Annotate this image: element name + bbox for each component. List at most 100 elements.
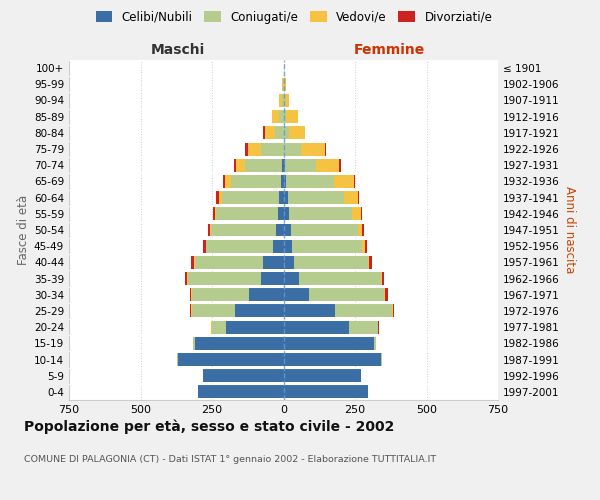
Bar bbox=[284, 94, 285, 107]
Bar bbox=[208, 224, 210, 236]
Bar bbox=[284, 353, 381, 366]
Y-axis label: Fasce di età: Fasce di età bbox=[17, 195, 30, 265]
Bar bbox=[235, 304, 284, 318]
Bar bbox=[361, 208, 362, 220]
Bar bbox=[309, 288, 383, 301]
Bar bbox=[210, 224, 211, 236]
Bar bbox=[212, 208, 215, 220]
Bar bbox=[289, 126, 305, 140]
Bar bbox=[192, 304, 235, 318]
Bar bbox=[284, 191, 288, 204]
Text: Popolazione per età, sesso e stato civile - 2002: Popolazione per età, sesso e stato civil… bbox=[24, 420, 394, 434]
Bar bbox=[285, 159, 316, 172]
Bar bbox=[284, 175, 286, 188]
Bar bbox=[223, 175, 225, 188]
Bar bbox=[284, 159, 285, 172]
Bar bbox=[219, 191, 222, 204]
Bar bbox=[284, 288, 309, 301]
Bar bbox=[284, 224, 290, 236]
Bar bbox=[284, 78, 286, 91]
Bar bbox=[192, 288, 249, 301]
Bar bbox=[393, 304, 394, 318]
Bar bbox=[301, 142, 325, 156]
Bar bbox=[284, 208, 289, 220]
Bar bbox=[203, 240, 206, 252]
Bar bbox=[383, 288, 385, 301]
Bar bbox=[289, 208, 352, 220]
Bar bbox=[281, 175, 284, 188]
Bar bbox=[358, 224, 362, 236]
Bar bbox=[225, 175, 230, 188]
Bar bbox=[344, 191, 358, 204]
Bar bbox=[274, 240, 284, 252]
Bar bbox=[385, 288, 388, 301]
Bar bbox=[286, 110, 298, 123]
Bar bbox=[212, 320, 226, 334]
Bar bbox=[284, 272, 299, 285]
Bar bbox=[198, 386, 284, 398]
Bar bbox=[285, 94, 289, 107]
Bar bbox=[195, 256, 263, 269]
Bar bbox=[215, 208, 216, 220]
Text: COMUNE DI PALAGONIA (CT) - Dati ISTAT 1° gennaio 2002 - Elaborazione TUTTITALIA.: COMUNE DI PALAGONIA (CT) - Dati ISTAT 1°… bbox=[24, 455, 436, 464]
Bar bbox=[193, 337, 195, 350]
Bar bbox=[283, 78, 284, 91]
Bar bbox=[290, 224, 358, 236]
Bar bbox=[245, 142, 248, 156]
Bar bbox=[282, 78, 283, 91]
Bar bbox=[286, 175, 334, 188]
Text: Maschi: Maschi bbox=[151, 43, 205, 57]
Bar bbox=[381, 272, 382, 285]
Bar bbox=[190, 304, 191, 318]
Bar bbox=[339, 159, 341, 172]
Bar bbox=[284, 386, 368, 398]
Bar bbox=[279, 191, 284, 204]
Bar bbox=[188, 272, 260, 285]
Bar bbox=[282, 94, 284, 107]
Bar bbox=[263, 256, 284, 269]
Bar bbox=[325, 142, 326, 156]
Bar bbox=[288, 191, 344, 204]
Bar bbox=[279, 110, 284, 123]
Bar bbox=[278, 208, 284, 220]
Bar bbox=[260, 272, 284, 285]
Bar bbox=[203, 369, 284, 382]
Bar bbox=[284, 110, 286, 123]
Bar bbox=[185, 272, 187, 285]
Bar bbox=[265, 126, 275, 140]
Bar bbox=[284, 304, 335, 318]
Bar bbox=[334, 175, 353, 188]
Bar bbox=[190, 288, 191, 301]
Bar bbox=[234, 159, 236, 172]
Bar bbox=[370, 256, 371, 269]
Bar bbox=[206, 240, 274, 252]
Bar bbox=[195, 337, 284, 350]
Bar bbox=[178, 353, 284, 366]
Bar bbox=[248, 142, 260, 156]
Bar bbox=[263, 126, 265, 140]
Bar bbox=[299, 272, 381, 285]
Bar bbox=[216, 208, 278, 220]
Bar bbox=[191, 256, 194, 269]
Bar bbox=[226, 320, 284, 334]
Bar bbox=[277, 224, 284, 236]
Bar bbox=[293, 256, 368, 269]
Bar bbox=[236, 159, 245, 172]
Bar bbox=[245, 159, 282, 172]
Bar bbox=[230, 175, 281, 188]
Bar bbox=[362, 240, 365, 252]
Bar bbox=[272, 110, 279, 123]
Bar bbox=[284, 240, 292, 252]
Bar bbox=[275, 126, 284, 140]
Bar bbox=[349, 320, 378, 334]
Bar bbox=[362, 224, 364, 236]
Bar bbox=[284, 369, 361, 382]
Bar bbox=[216, 191, 219, 204]
Bar bbox=[284, 256, 293, 269]
Bar bbox=[249, 288, 284, 301]
Bar bbox=[353, 175, 355, 188]
Bar bbox=[316, 159, 339, 172]
Bar bbox=[260, 142, 284, 156]
Bar bbox=[381, 353, 382, 366]
Bar bbox=[352, 208, 361, 220]
